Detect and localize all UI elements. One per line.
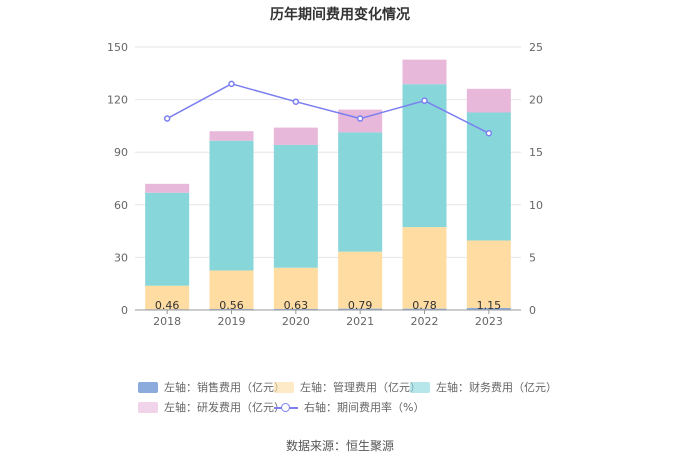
legend-item-rate[interactable]: 右轴：期间费用率（%） [274,399,424,415]
bar-admin-2021 [338,251,383,309]
rate-point-2020 [292,98,300,105]
right-axis: 0 5 10 15 20 25 [529,41,543,317]
bar-admin-2023 [466,240,511,308]
x-tick-label: 2023 [475,315,503,328]
x-axis: 2018 2019 2020 2021 2022 2023 [135,309,521,328]
x-tick-label: 2020 [282,315,310,328]
bar-finance-2018 [145,192,190,286]
legend-label-finance: 左轴：财务费用（亿元） [436,381,557,394]
right-tick-label: 5 [529,251,536,264]
left-tick-label: 90 [114,146,128,159]
bar-rnd-2023 [466,88,511,113]
legend-swatch-rate [274,402,298,413]
left-tick-label: 60 [114,199,128,212]
bar-stacks [145,59,511,310]
bar-sales-2023 [466,307,511,310]
x-tick-label: 2021 [346,315,374,328]
right-tick-label: 15 [529,146,543,159]
bar-admin-2020 [273,267,318,309]
left-tick-label: 30 [114,251,128,264]
left-tick-label: 150 [107,41,128,54]
legend-label-sales: 左轴：销售费用（亿元） [164,381,285,394]
legend-swatch-admin [274,381,294,393]
legend-swatch-rnd [138,401,158,413]
legend-item-admin[interactable]: 左轴：管理费用（亿元） [274,379,421,395]
legend-label-rate: 右轴：期间费用率（%） [304,401,425,414]
data-label-sales: 0.56 [219,299,244,312]
x-tick-label: 2019 [218,315,246,328]
bar-admin-2022 [402,227,447,309]
rate-line-path [166,83,490,134]
x-tick-label: 2022 [411,315,439,328]
bar-sales-2021 [338,308,383,310]
data-label-sales: 0.46 [155,299,180,312]
chart-title: 历年期间费用变化情况 [270,7,410,23]
right-tick-label: 25 [529,41,543,54]
data-label-sales: 0.78 [412,299,437,312]
data-label-sales: 1.15 [477,299,502,312]
rate-point-2021 [356,115,364,122]
legend-label-admin: 左轴：管理费用（亿元） [300,381,421,394]
bar-rnd-2022 [402,59,447,85]
legend-item-rnd[interactable]: 左轴：研发费用（亿元） [138,399,285,415]
bar-sales-2020 [273,308,318,310]
right-tick-label: 0 [529,304,536,317]
bar-rnd-2019 [209,131,254,141]
right-tick-label: 20 [529,94,543,107]
bar-admin-2018 [145,285,190,310]
bar-rnd-2018 [145,183,190,193]
data-labels: 0.46 0.56 0.63 0.79 0.78 1.15 [155,299,501,312]
bar-finance-2020 [273,144,318,268]
legend-item-sales[interactable]: 左轴：销售费用（亿元） [138,379,285,395]
legend-swatch-finance [410,381,430,393]
legend-label-rnd: 左轴：研发费用（亿元） [164,401,285,414]
bar-finance-2021 [338,132,383,252]
rate-line [163,80,493,137]
bar-rnd-2020 [273,127,318,145]
data-label-sales: 0.63 [284,299,309,312]
data-source: 数据来源：恒生聚源 [285,439,394,453]
data-label-sales: 0.79 [348,299,373,312]
rate-point-2022 [421,97,428,104]
legend-swatch-sales [138,381,158,393]
legend-item-finance[interactable]: 左轴：财务费用（亿元） [410,379,557,395]
rate-point-2023 [485,130,493,137]
right-tick-label: 10 [529,199,543,212]
x-tick-label: 2018 [153,315,181,328]
left-axis: 0 30 60 90 120 150 [107,41,128,317]
chart-canvas: 0 30 60 90 120 150 0 5 10 15 20 25 2018 2019 2020 202… [107,41,543,328]
left-tick-label: 0 [121,304,128,317]
rate-point-2018 [163,115,171,122]
left-tick-label: 120 [107,94,128,107]
bar-sales-2022 [402,308,447,310]
grid-lines [135,46,521,258]
bar-finance-2019 [209,140,254,271]
bar-admin-2019 [209,270,254,310]
rate-point-2019 [228,80,235,88]
